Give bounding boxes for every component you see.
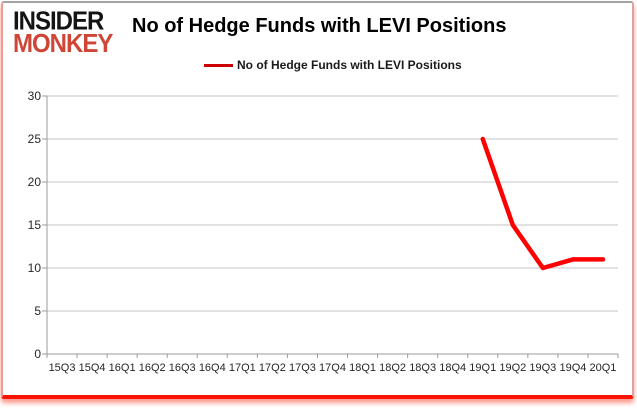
chart-card: INSIDER MONKEY No of Hedge Funds with LE… xyxy=(1,1,634,399)
x-tick-label: 19Q3 xyxy=(529,362,557,374)
x-tick-label: 15Q4 xyxy=(78,362,106,374)
x-tick-label: 19Q4 xyxy=(559,362,587,374)
x-tick-label: 19Q1 xyxy=(469,362,497,374)
logo-text-insider: INSIDER xyxy=(13,6,104,36)
x-tick-label: 17Q4 xyxy=(319,362,346,374)
axis-labels-layer: 0 5 10 15 20 25 30 15Q3 15Q4 16Q1 16Q2 16Q3 16Q4 17Q1… xyxy=(3,3,637,411)
x-tick-label: 16Q4 xyxy=(198,362,226,374)
y-tick-label: 5 xyxy=(34,304,41,318)
x-tick-label: 16Q3 xyxy=(168,362,196,374)
x-tick-label: 17Q2 xyxy=(258,362,286,374)
x-tick-label: 18Q3 xyxy=(409,362,437,374)
x-tick-label: 17Q3 xyxy=(288,362,316,374)
series-line xyxy=(480,136,606,271)
x-tick-label: 18Q2 xyxy=(379,362,407,374)
y-tick-label: 30 xyxy=(27,89,41,103)
x-tick-label: 18Q1 xyxy=(349,362,376,374)
x-tick-label: 16Q1 xyxy=(108,362,136,374)
y-tick-label: 20 xyxy=(27,175,41,189)
x-tick-label: 15Q3 xyxy=(48,362,76,374)
legend: No of Hedge Funds with LEVI Positions xyxy=(204,58,462,72)
y-tick-label: 10 xyxy=(27,261,41,275)
x-tick-label: 16Q2 xyxy=(138,362,166,374)
x-tick-label: 19Q2 xyxy=(499,362,527,374)
y-tick-label: 15 xyxy=(27,218,41,232)
y-tick-label: 25 xyxy=(27,132,41,146)
plot-area xyxy=(42,95,619,358)
y-tick-label: 0 xyxy=(34,347,41,361)
insider-monkey-logo: INSIDER MONKEY xyxy=(13,6,148,59)
chart-title: No of Hedge Funds with LEVI Positions xyxy=(132,15,507,37)
logo-text-monkey: MONKEY xyxy=(13,28,113,59)
x-tick-label: 17Q1 xyxy=(228,362,256,374)
legend-label: No of Hedge Funds with LEVI Positions xyxy=(237,58,462,72)
x-tick-label: 18Q4 xyxy=(439,362,467,374)
legend-line-swatch xyxy=(204,63,233,67)
x-tick-label: 20Q1 xyxy=(589,362,617,374)
